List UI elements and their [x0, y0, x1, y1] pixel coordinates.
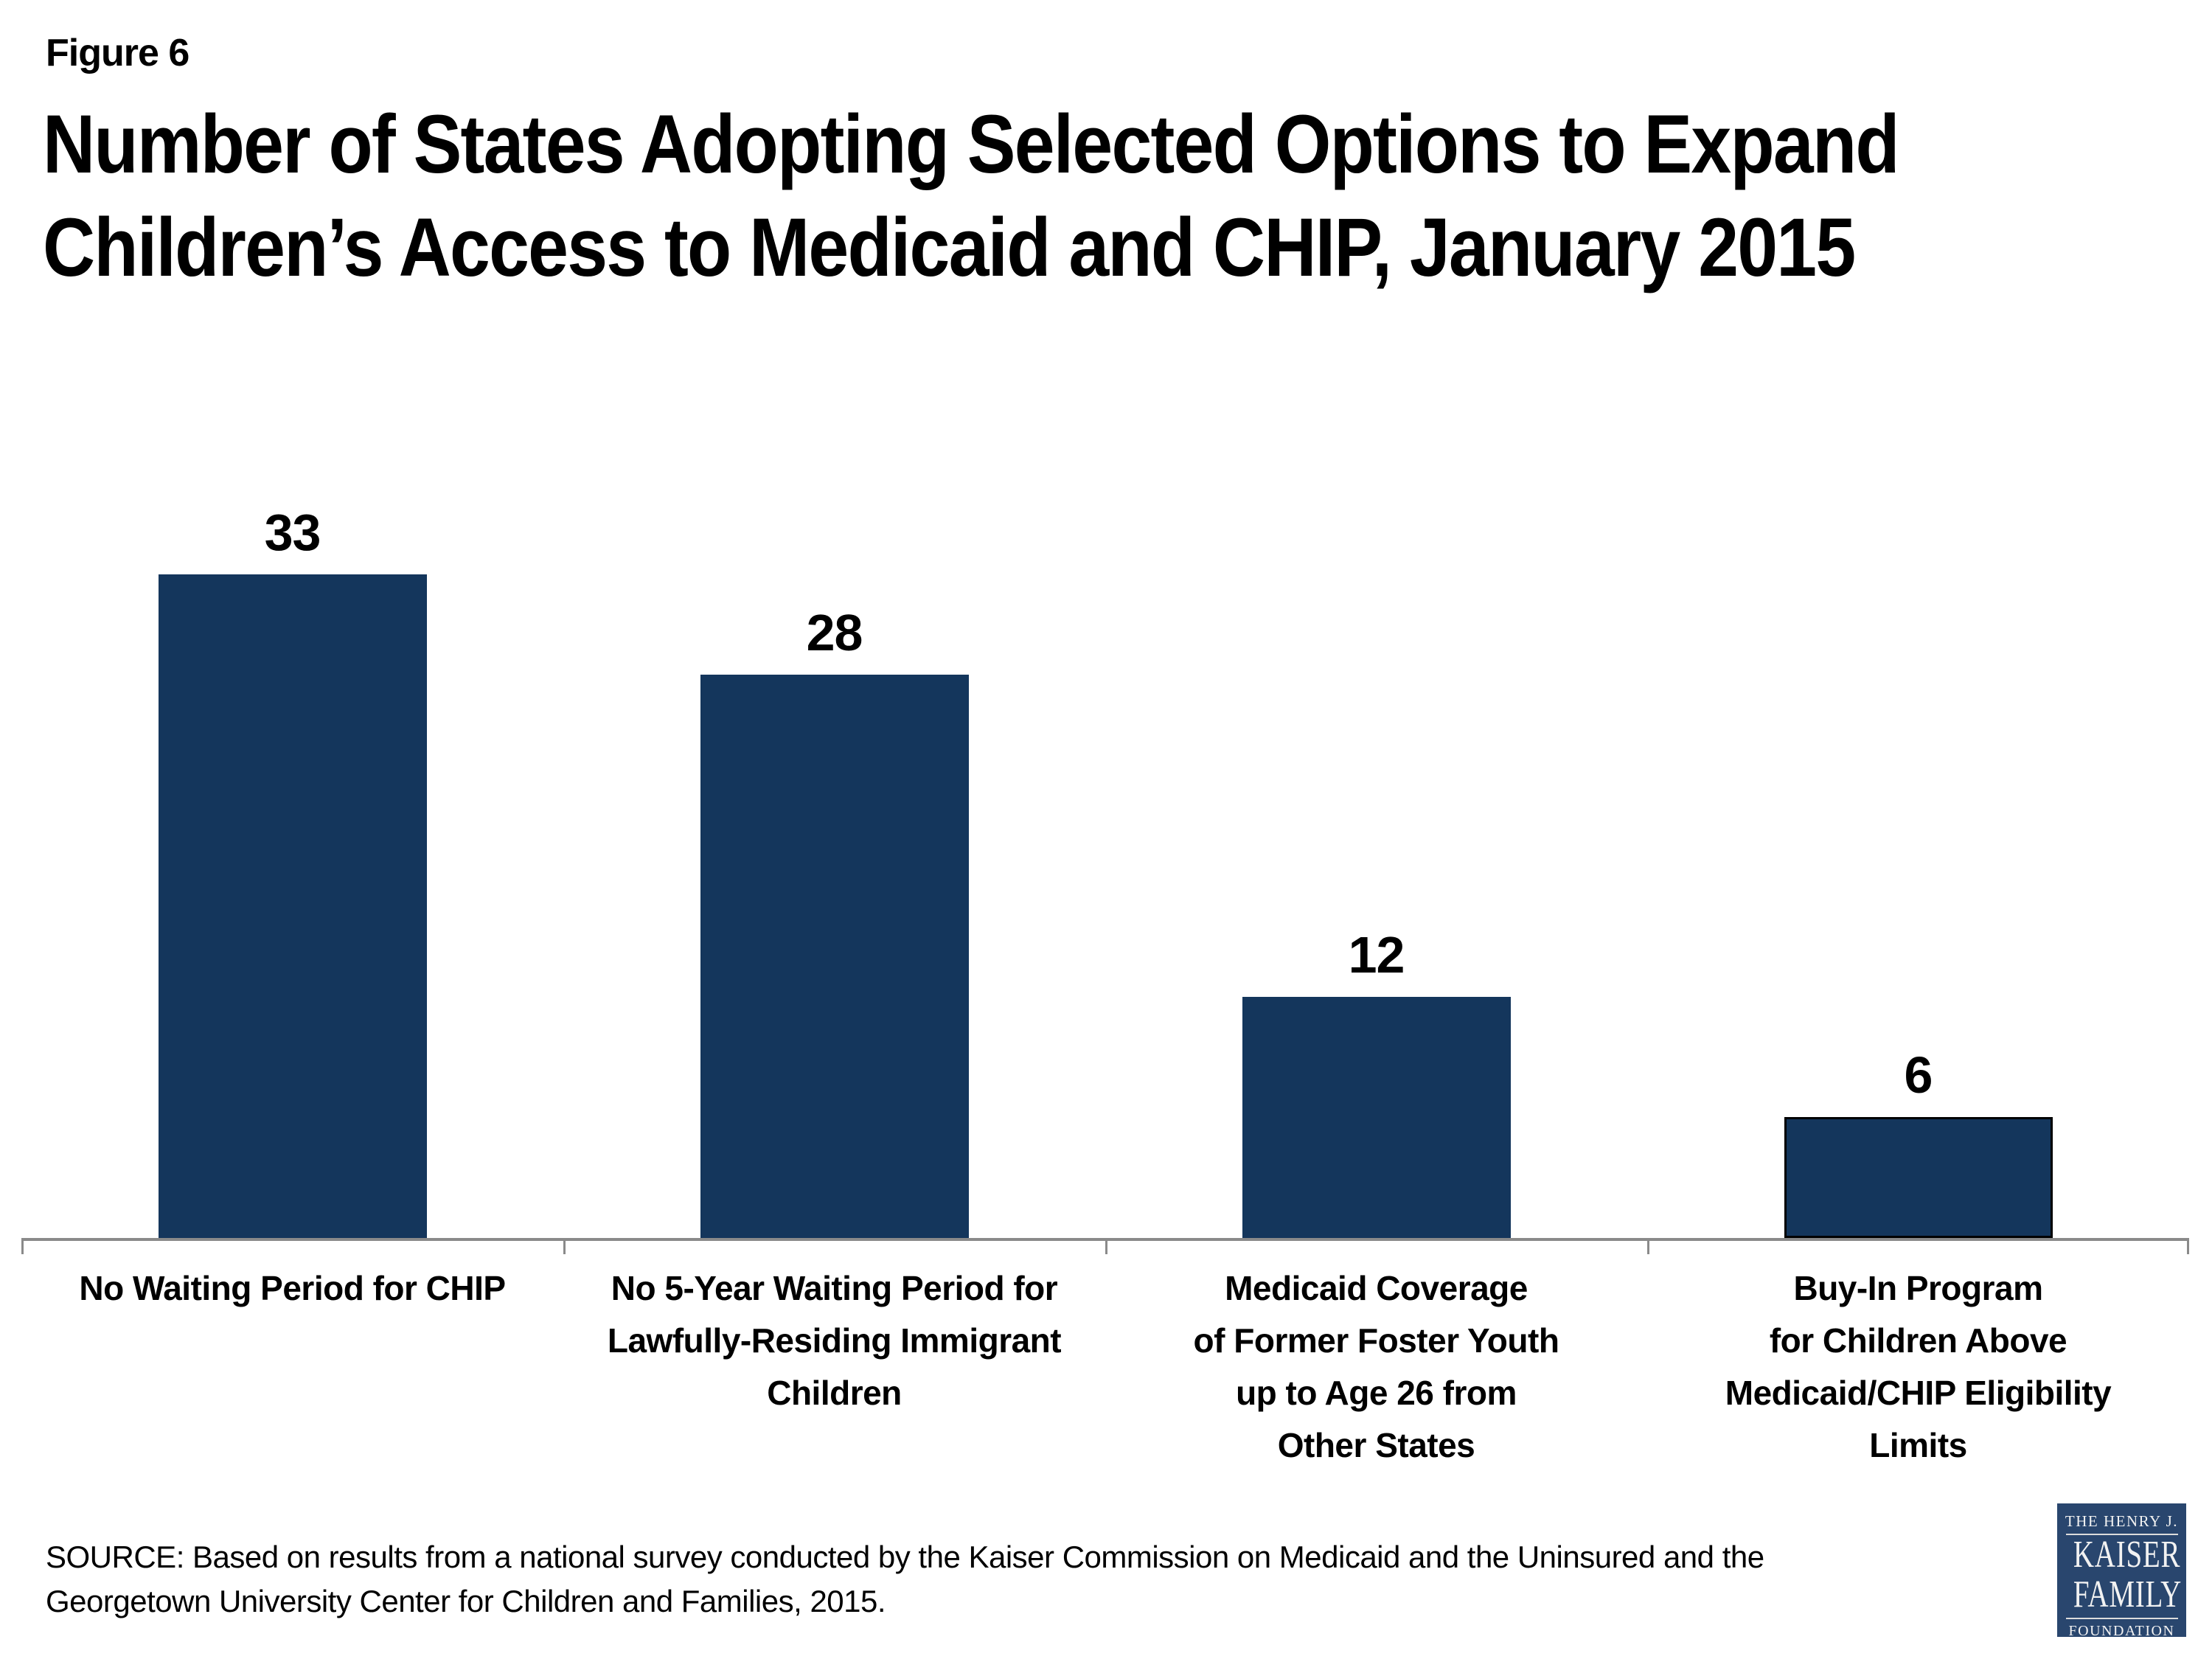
- logo-divider: [2065, 1534, 2178, 1535]
- category-label: No 5-Year Waiting Period for Lawfully-Re…: [607, 1269, 1062, 1412]
- figure-label: Figure 6: [46, 32, 189, 74]
- axis-tick: [21, 1238, 24, 1254]
- bar-medicaid-coverage-foster-youth: [1242, 997, 1511, 1238]
- source-note: SOURCE: Based on results from a national…: [46, 1540, 1764, 1618]
- axis-tick: [1105, 1238, 1107, 1254]
- kff-logo: THE HENRY J. KAISER FAMILY FOUNDATION: [2057, 1503, 2186, 1639]
- logo-text-family: FAMILY: [2073, 1573, 2183, 1615]
- axis-tick: [2187, 1238, 2189, 1254]
- bar-value-label: 28: [806, 604, 863, 661]
- x-axis-labels: No Waiting Period for CHIP No 5-Year Wai…: [21, 1262, 2189, 1472]
- bar-no-waiting-period: [158, 574, 427, 1238]
- axis-tick: [1647, 1238, 1649, 1254]
- logo-text-foundation: FOUNDATION: [2068, 1623, 2175, 1639]
- category-label: Medicaid Coverage of Former Foster Youth…: [1193, 1269, 1559, 1464]
- bar-buy-in-program: [1784, 1117, 2053, 1238]
- bar-value-label: 12: [1348, 926, 1405, 984]
- logo-text-henry-j: THE HENRY J.: [2065, 1512, 2179, 1530]
- category-label: No Waiting Period for CHIP: [79, 1269, 506, 1307]
- category-label: Buy-In Program for Children Above Medica…: [1725, 1269, 2112, 1464]
- bar-chart: 33 28 12 6: [21, 442, 2189, 1238]
- bar-group: 28: [563, 442, 1105, 1238]
- bar-group: 6: [1647, 442, 2189, 1238]
- bar-group: 33: [21, 442, 563, 1238]
- bar-value-label: 33: [264, 504, 321, 561]
- logo-divider: [2065, 1618, 2178, 1619]
- axis-tick: [563, 1238, 566, 1254]
- logo-text-kaiser: KAISER: [2073, 1534, 2181, 1576]
- bar-no-5-year-waiting-period: [700, 675, 969, 1238]
- bar-group: 12: [1105, 442, 1647, 1238]
- bar-value-label: 6: [1904, 1046, 1933, 1104]
- chart-title: Number of States Adopting Selected Optio…: [43, 98, 1900, 293]
